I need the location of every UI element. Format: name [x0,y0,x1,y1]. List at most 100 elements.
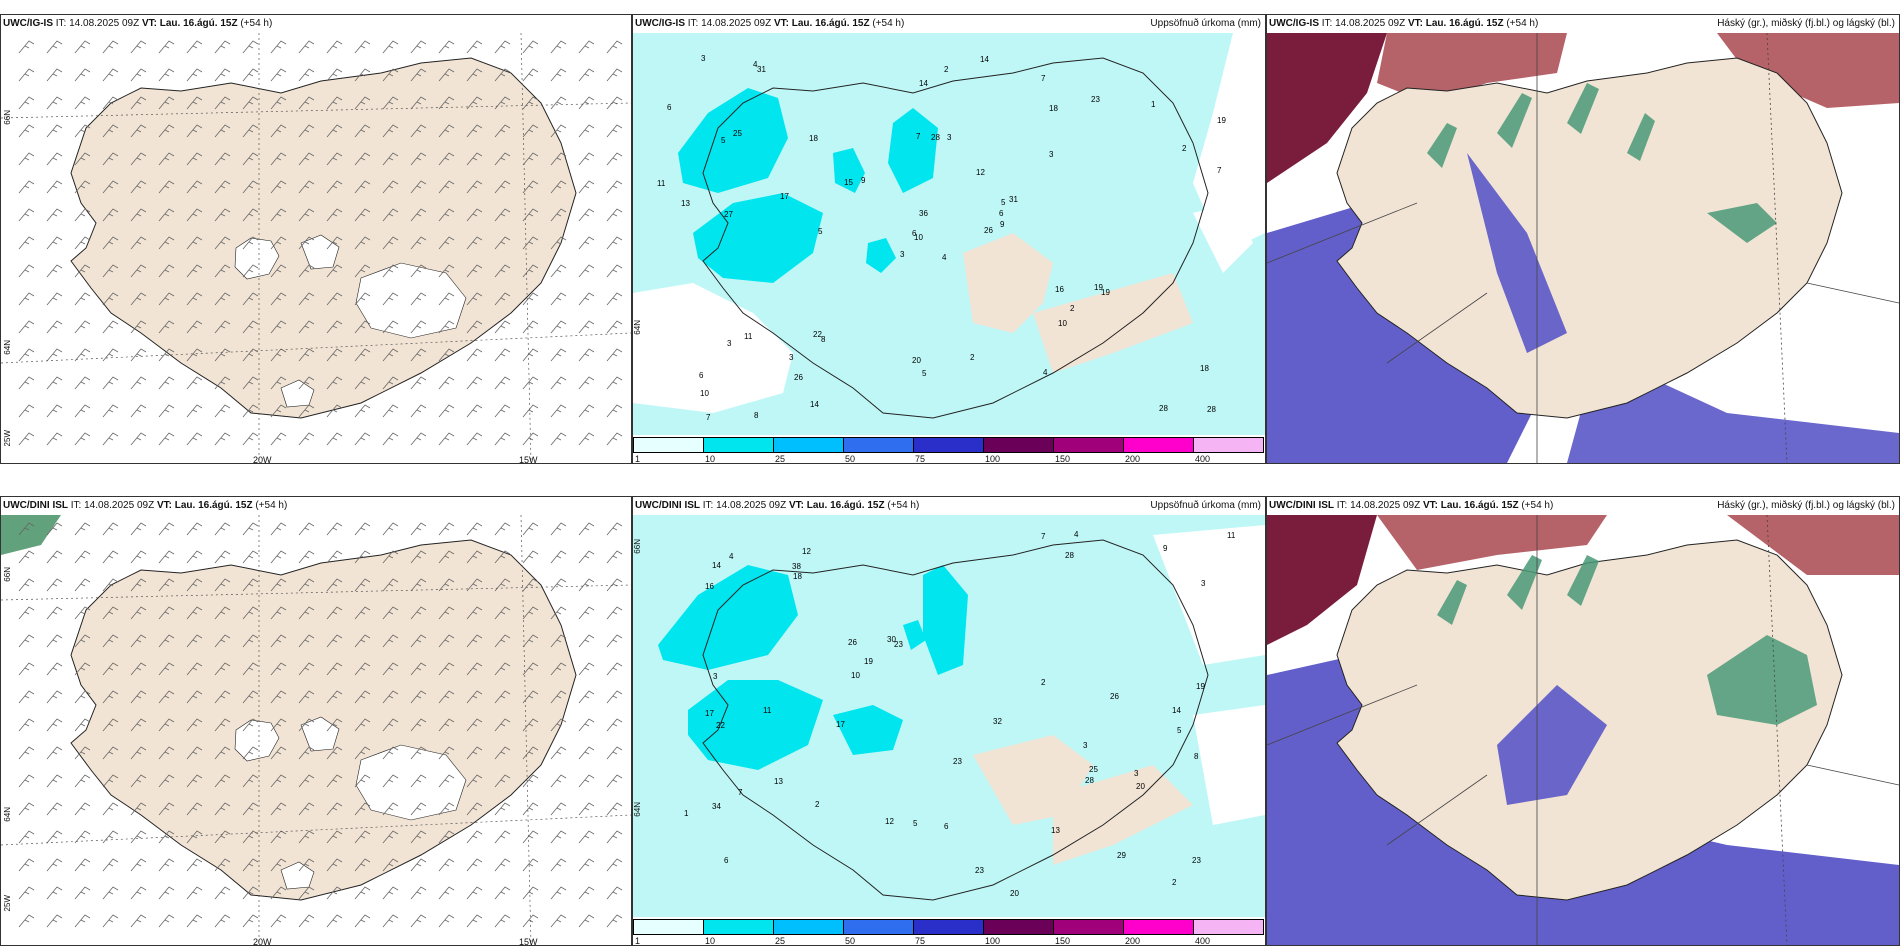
wind-barb [326,432,343,446]
wind-barb [578,264,595,278]
wind-barb [102,68,119,82]
wind-barb [606,662,623,676]
precip-value: 15 [844,178,853,187]
lead-time: (+54 h) [1506,18,1539,29]
wind-barb [410,522,427,536]
wind-barb [410,578,427,592]
wind-barb [522,348,539,362]
precip-value: 11 [657,179,666,188]
wind-barb [298,180,315,194]
wind-barb [242,292,259,306]
wind-barb [74,68,91,82]
wind-barb [102,774,119,788]
wind-barb [298,774,315,788]
vt-label: VT: [773,18,789,29]
wind-barb [186,578,203,592]
lon-label-20w: 20W [253,937,272,946]
wind-barb [494,690,511,704]
wind-barb [354,662,371,676]
wind-barb [158,376,175,390]
wind-barb [74,634,91,648]
wind-barb [382,432,399,446]
wind-barb [46,124,63,138]
wind-barb [410,348,427,362]
wind-barb [326,208,343,222]
wind-barb [382,550,399,564]
wind-barb [186,320,203,334]
colorbar-segment [1193,437,1264,453]
wind-barb [102,746,119,760]
wind-barb [578,40,595,54]
wind-barb [214,606,231,620]
wind-barb [242,690,259,704]
wind-barb [186,124,203,138]
wind-barb [382,858,399,872]
precip-value: 30 [887,635,896,644]
lead-time: (+54 h) [1521,500,1554,511]
wind-barb [74,96,91,110]
wind-barb [242,914,259,928]
wind-barb [578,180,595,194]
wind-barb [606,68,623,82]
wind-barb [410,404,427,418]
wind-barb [102,376,119,390]
panel-header: UWC/DINI ISL IT: 14.08.2025 09Z VT: Lau.… [633,497,1265,515]
colorbar-tick: 200 [1125,454,1141,464]
colorbar-tick: 400 [1195,454,1211,464]
precip-value: 17 [780,192,789,201]
wind-barb [550,718,567,732]
wind-barb [270,550,287,564]
wind-barb [214,152,231,166]
colorbar-segment [773,437,844,453]
wind-barb [270,858,287,872]
wind-barb [74,522,91,536]
wind-barb [130,348,147,362]
precip-value: 11 [763,706,772,715]
valid-time: Lau. 16.ágú. 15Z [791,18,870,29]
issue-time: 14.08.2025 09Z [1350,500,1421,511]
cloud-panel-row2: UWC/DINI ISL IT: 14.08.2025 09Z VT: Lau.… [1266,496,1900,946]
wind-barb [606,606,623,620]
wind-barb [354,68,371,82]
wind-barb [214,858,231,872]
precip-value: 11 [744,332,753,341]
wind-barb [74,886,91,900]
wind-barb [410,802,427,816]
wind-barb [298,68,315,82]
wind-barb [158,886,175,900]
vt-label: VT: [1407,18,1423,29]
wind-barb [130,634,147,648]
precip-value: 3 [1083,741,1088,750]
wind-barb [158,858,175,872]
wind-barb [46,264,63,278]
precip-value: 6 [999,209,1004,218]
wind-barb [606,292,623,306]
wind-barb [46,180,63,194]
graticule [1267,33,1899,463]
wind-barb [74,152,91,166]
wind-barb [298,376,315,390]
vt-label: VT: [1422,500,1438,511]
wind-barb [18,180,35,194]
precip-value: 10 [700,389,709,398]
wind-barb [186,746,203,760]
wind-barb [270,376,287,390]
wind-barb [494,96,511,110]
land-shape [1336,57,1843,419]
wind-barb [522,292,539,306]
wind-barb [242,208,259,222]
wind-barb [494,802,511,816]
model-name: UWC/DINI ISL [635,500,700,511]
wind-barb [382,264,399,278]
colorbar-tick: 200 [1125,936,1141,946]
wind-barb [46,404,63,418]
wind-barb [466,886,483,900]
wind-barb [410,208,427,222]
wind-barb [326,578,343,592]
wind-barb [18,68,35,82]
wind-barb [606,264,623,278]
precip-value: 6 [944,822,949,831]
wind-barb [130,802,147,816]
wind-barb [74,432,91,446]
wind-barb [494,606,511,620]
